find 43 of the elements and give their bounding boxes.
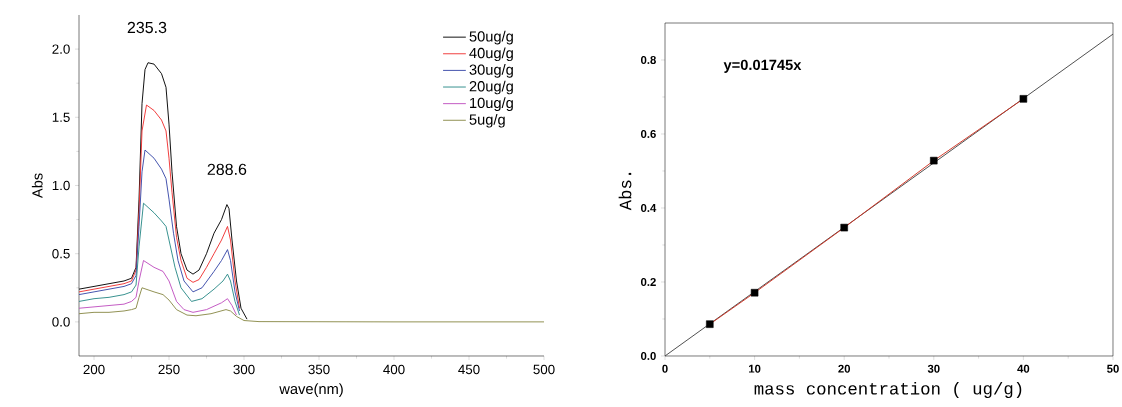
legend-label: 30ug/g (469, 64, 513, 78)
point (840, 223, 848, 232)
y-tick-label: 0.0 (52, 317, 70, 327)
x-tick-label: 400 (383, 364, 405, 375)
point (750, 288, 759, 297)
annotation: 288.6 (207, 163, 247, 175)
x-tick-label: 0 (662, 364, 668, 373)
y-tick-label: 1.0 (52, 180, 70, 191)
annotation: y=0.01745x (723, 59, 802, 73)
x-tick-label: 10 (749, 364, 761, 373)
y-tick-label: 1.5 (52, 112, 70, 122)
y-tick-label: 0.0 (640, 351, 656, 360)
y-axis-title: Abs (31, 173, 43, 199)
x-tick-label: 250 (158, 364, 180, 375)
x-tick-label: 500 (533, 364, 555, 375)
x-axis-title: mass concentration ( ug/g) (754, 381, 1022, 399)
legend-label: 40ug/g (469, 47, 513, 62)
legend-label: 5ug/g (469, 113, 505, 128)
annotation: 235.3 (127, 21, 167, 34)
y-tick-label: 0.5 (52, 248, 70, 259)
x-tick-label: 40 (1017, 364, 1030, 373)
point (930, 156, 938, 165)
x-axis-title: wave(nm) (279, 383, 343, 397)
y-axis-title: Abs. (618, 172, 632, 211)
line-series (78, 202, 240, 316)
legend-label: 50ug/g (469, 30, 513, 45)
point (1019, 95, 1028, 103)
y-tick-label: 0.4 (640, 203, 657, 212)
x-tick-label: 200 (83, 364, 105, 375)
x-tick-label: 350 (308, 364, 330, 375)
y-tick-label: 0.8 (640, 56, 656, 64)
x-tick-label: 50 (1107, 364, 1119, 373)
y-tick-label: 0.6 (640, 129, 656, 138)
x-tick-label: 30 (927, 364, 940, 373)
y-tick-label: 0.2 (640, 277, 656, 286)
x-tick-label: 20 (838, 364, 851, 373)
line-series (78, 287, 545, 323)
x-tick-label: 300 (233, 364, 255, 375)
legend-label: 20ug/g (469, 80, 513, 95)
legend-label: 10ug/g (470, 97, 513, 111)
point (706, 320, 714, 328)
x-tick-label: 450 (458, 364, 480, 375)
y-tick-label: 2.0 (52, 44, 70, 54)
